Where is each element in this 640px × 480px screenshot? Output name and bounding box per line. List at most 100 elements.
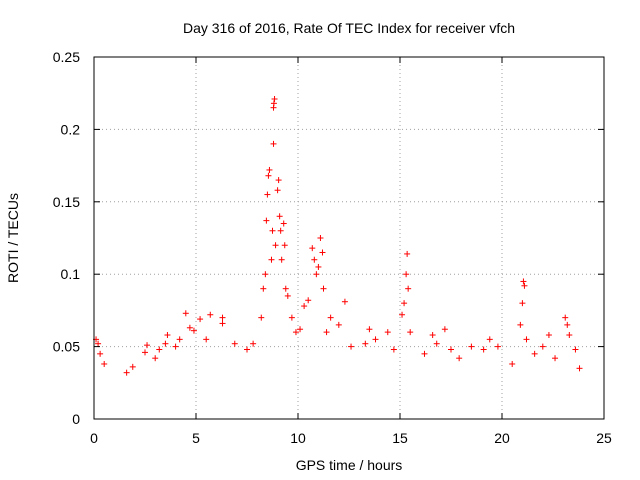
data-point — [468, 343, 475, 350]
data-point — [265, 172, 272, 179]
data-points — [93, 95, 583, 376]
data-point — [270, 100, 277, 107]
y-tick-label: 0 — [72, 411, 80, 427]
data-point — [95, 340, 102, 347]
data-point — [176, 336, 183, 343]
data-point — [348, 343, 355, 350]
x-tick-label: 0 — [90, 430, 98, 446]
data-point — [323, 329, 330, 336]
data-point — [399, 311, 406, 318]
data-point — [268, 256, 275, 263]
data-point — [207, 311, 214, 318]
data-point — [566, 332, 573, 339]
data-point — [152, 355, 159, 362]
data-point — [156, 346, 163, 353]
data-point — [219, 320, 226, 327]
data-point — [182, 310, 189, 317]
data-point — [523, 336, 530, 343]
data-point — [309, 245, 316, 252]
data-point — [144, 342, 151, 349]
data-point — [407, 329, 414, 336]
data-point — [421, 350, 428, 357]
plot-frame — [93, 56, 605, 420]
y-tick-label: 0.05 — [53, 339, 80, 355]
data-point — [101, 360, 108, 367]
data-point — [552, 355, 559, 362]
data-point — [266, 166, 273, 173]
data-point — [315, 263, 322, 270]
data-point — [172, 343, 179, 350]
data-point — [270, 140, 277, 147]
x-axis-label: GPS time / hours — [296, 457, 403, 473]
data-point — [404, 250, 411, 257]
data-point — [123, 369, 130, 376]
data-point — [456, 355, 463, 362]
chart-title: Day 316 of 2016, Rate Of TEC Index for r… — [183, 20, 515, 36]
data-point — [519, 300, 526, 307]
data-point — [390, 346, 397, 353]
data-point — [297, 326, 304, 333]
data-point — [276, 213, 283, 220]
x-tick-label: 25 — [596, 430, 612, 446]
y-tick-label: 0.15 — [53, 194, 80, 210]
data-point — [282, 285, 289, 292]
data-point — [335, 321, 342, 328]
data-point — [372, 336, 379, 343]
data-point — [384, 329, 391, 336]
data-point — [494, 343, 501, 350]
data-point — [197, 316, 204, 323]
data-point — [564, 321, 571, 328]
data-point — [142, 349, 148, 356]
data-point — [366, 326, 373, 333]
data-point — [362, 340, 369, 347]
data-point — [327, 314, 334, 321]
data-point — [275, 177, 282, 184]
data-point — [319, 249, 326, 256]
data-point — [278, 256, 285, 263]
data-point — [405, 285, 412, 292]
y-tick-labels: 0 0.05 0.1 0.15 0.2 0.25 — [53, 49, 80, 427]
y-tick-label: 0.25 — [53, 49, 80, 65]
data-point — [517, 321, 524, 328]
data-point — [97, 350, 104, 357]
data-point — [317, 235, 324, 241]
x-tick-label: 10 — [290, 430, 306, 446]
data-point — [164, 332, 171, 339]
data-point — [480, 346, 487, 353]
data-point — [274, 187, 281, 194]
data-point — [429, 332, 436, 339]
data-point — [129, 363, 136, 370]
data-point — [509, 360, 516, 367]
data-point — [219, 314, 226, 321]
data-point — [186, 324, 193, 331]
y-tick-label: 0.1 — [61, 266, 81, 282]
data-point — [341, 298, 348, 305]
data-point — [545, 332, 552, 339]
data-point — [263, 217, 270, 224]
data-point — [433, 340, 440, 347]
y-axis-label: ROTI / TECUs — [5, 193, 21, 283]
data-point — [281, 242, 288, 249]
data-point — [162, 340, 169, 347]
data-point — [572, 346, 579, 353]
data-point — [305, 297, 312, 304]
data-point — [311, 256, 318, 263]
data-point — [448, 346, 454, 353]
data-point — [292, 329, 299, 336]
data-point — [231, 340, 238, 347]
data-point — [264, 191, 271, 198]
data-point — [576, 365, 583, 372]
data-point — [269, 227, 276, 234]
data-point — [486, 336, 493, 343]
data-point — [441, 326, 448, 333]
axis-ticks — [93, 56, 605, 420]
data-point — [260, 285, 267, 292]
data-point — [403, 271, 410, 278]
data-point — [258, 314, 265, 321]
data-point — [288, 314, 295, 321]
x-tick-label: 5 — [192, 430, 200, 446]
data-point — [280, 220, 287, 227]
data-point — [531, 350, 538, 357]
data-point — [271, 95, 278, 102]
